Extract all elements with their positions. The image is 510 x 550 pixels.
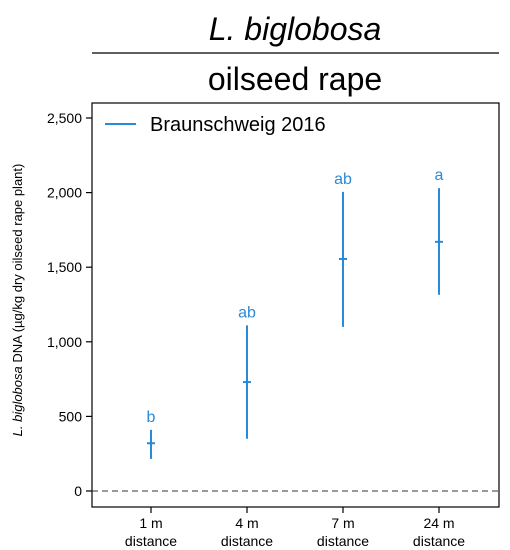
x-tick-label-line1: 7 m <box>331 515 354 531</box>
legend: Braunschweig 2016 <box>105 114 326 136</box>
significance-letter: ab <box>334 171 352 188</box>
y-axis-label-italic: L. biglobosa <box>10 366 25 436</box>
x-tick-label-line2: distance <box>221 533 273 549</box>
plot-frame <box>91 102 500 508</box>
y-tick-label: 1,000 <box>47 334 82 350</box>
x-tick-label-line1: 4 m <box>235 515 258 531</box>
y-axis-label-rest: DNA (µg/kg dry oilseed rape plant) <box>10 164 25 367</box>
data-marks: b ab ab a <box>147 167 444 459</box>
chart-title-crop: oilseed rape <box>208 61 382 97</box>
x-tick-label-line1: 24 m <box>423 515 454 531</box>
x-tick-label-line1: 1 m <box>139 515 162 531</box>
y-tick-label: 0 <box>74 483 82 499</box>
x-tick-label-line2: distance <box>317 533 369 549</box>
chart-title-species: L. biglobosa <box>209 11 382 47</box>
significance-letter: ab <box>238 304 256 321</box>
axes: 0 500 1,000 1,500 2,000 2,500 1 m distance 4 m di… <box>47 110 499 549</box>
x-tick-label-line2: distance <box>413 533 465 549</box>
y-tick-label: 2,000 <box>47 185 82 201</box>
y-axis-label: L. biglobosa DNA (µg/kg dry oilseed rape… <box>10 164 25 437</box>
y-tick-label: 1,500 <box>47 259 82 275</box>
y-tick-label: 2,500 <box>47 110 82 126</box>
legend-label: Braunschweig 2016 <box>150 114 326 136</box>
y-tick-label: 500 <box>59 408 83 424</box>
significance-letter: b <box>147 409 156 426</box>
x-tick-label-line2: distance <box>125 533 177 549</box>
significance-letter: a <box>435 167 444 184</box>
